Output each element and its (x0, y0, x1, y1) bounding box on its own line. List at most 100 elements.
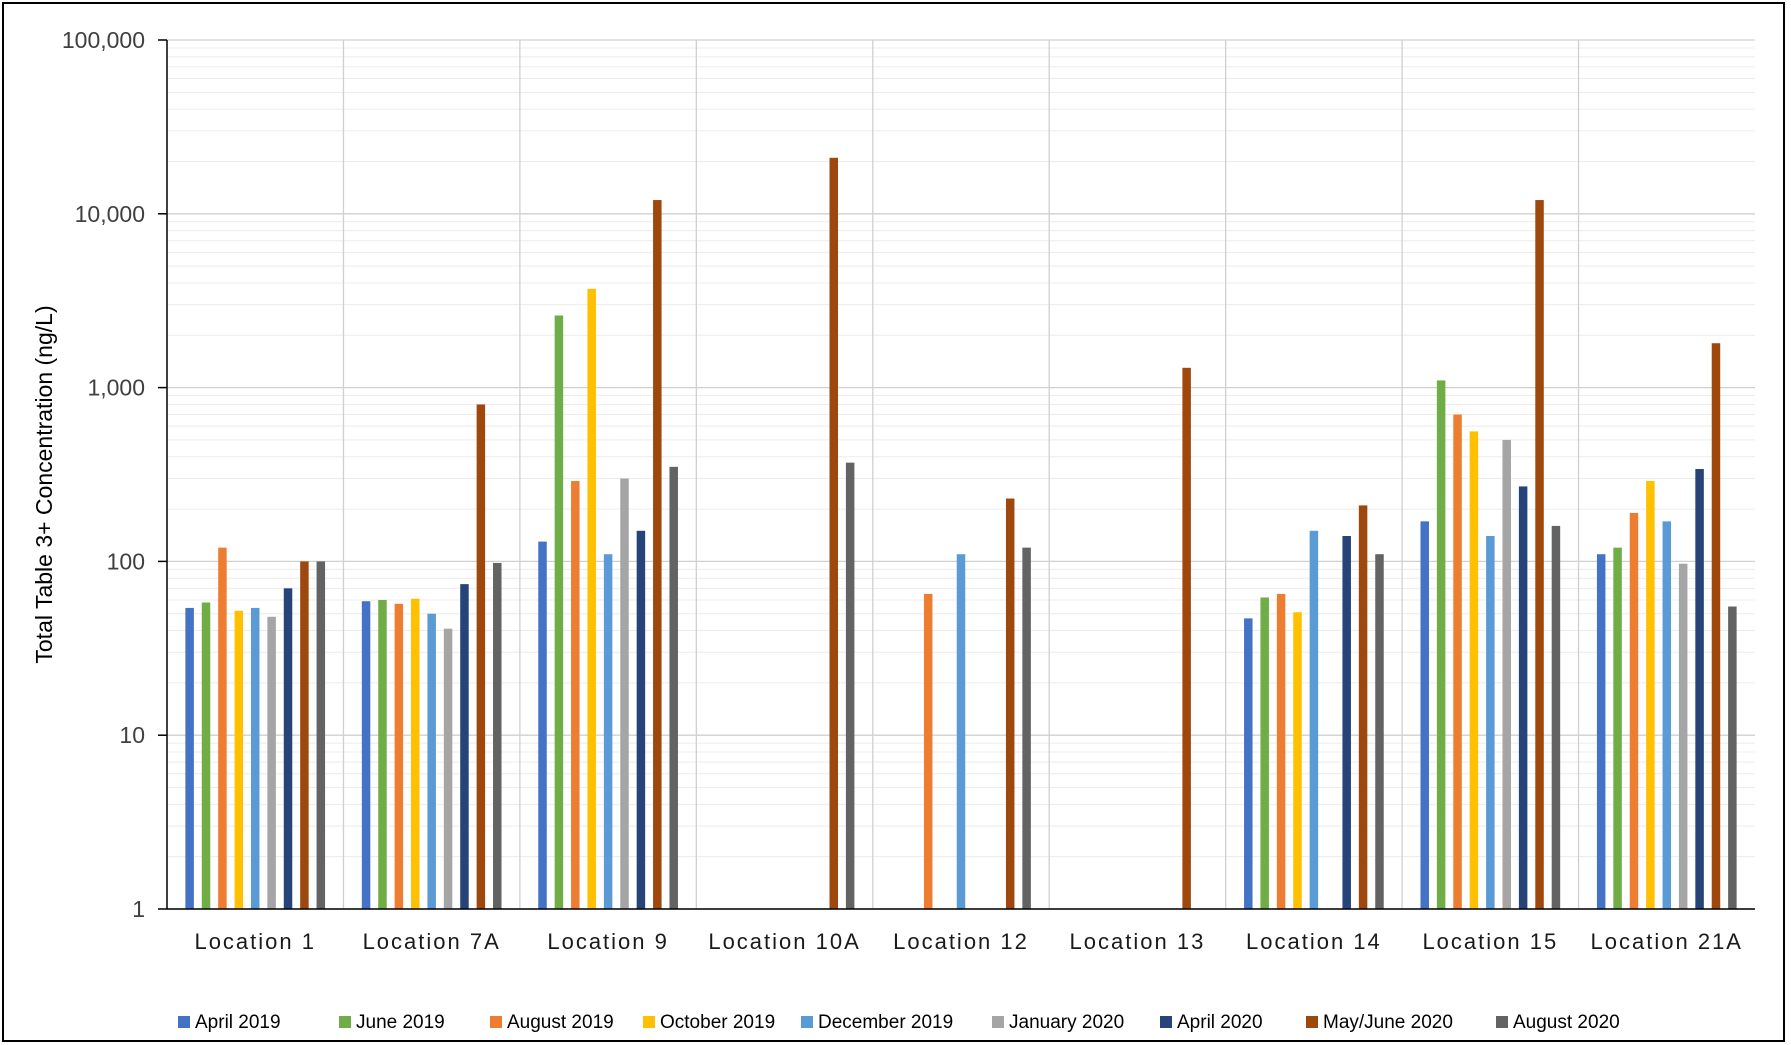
bar (1535, 200, 1544, 909)
bar (571, 481, 580, 909)
bar (1453, 414, 1462, 909)
bar (538, 541, 547, 909)
bar (1244, 618, 1253, 909)
bar (1596, 554, 1606, 909)
bar (653, 200, 662, 909)
bar (1276, 593, 1286, 909)
bar (460, 584, 469, 909)
bar (411, 598, 420, 909)
legend-swatch (1496, 1016, 1508, 1028)
bar (1182, 367, 1191, 909)
y-tick-label: 10 (119, 722, 145, 748)
bar (316, 561, 326, 909)
bar (443, 628, 453, 909)
bar (587, 288, 596, 909)
x-tick-label: Location 13 (1070, 929, 1206, 954)
bar (1613, 547, 1622, 909)
bar (1436, 380, 1446, 909)
bar (361, 601, 371, 909)
bar (1420, 521, 1429, 909)
bar (427, 613, 436, 909)
y-tick-label: 100,000 (62, 27, 145, 53)
bar (603, 554, 613, 909)
y-axis-label: Total Table 3+ Concentration (ng/L) (31, 305, 57, 663)
bar (1375, 554, 1384, 909)
x-tick-labels: Location 1 Location 7A Location 9 Location … (194, 929, 1743, 954)
legend-swatch (339, 1016, 351, 1028)
bar (267, 616, 276, 909)
x-tick-label: Location 12 (893, 929, 1029, 954)
bar (1358, 505, 1368, 909)
x-tick-label: Location 10A (708, 929, 860, 954)
bar (1551, 525, 1561, 909)
bar (476, 404, 486, 909)
bar (1309, 530, 1319, 909)
bar (829, 157, 839, 910)
x-tick-label: Location 14 (1246, 929, 1382, 954)
bar (1502, 439, 1511, 909)
bar (1711, 343, 1721, 909)
legend-label: June 2019 (356, 1012, 445, 1033)
legend-label: December 2019 (818, 1012, 953, 1033)
bar (1486, 536, 1495, 909)
bar (1293, 612, 1302, 909)
bar (1342, 536, 1351, 909)
x-tick-label: Location 1 (194, 929, 316, 954)
y-tick-label: 1,000 (87, 375, 145, 401)
bar (1678, 563, 1688, 909)
y-tick-label: 10,000 (75, 201, 145, 227)
bar (636, 530, 646, 909)
bar (283, 588, 293, 909)
bar (1022, 547, 1031, 909)
bar (493, 562, 502, 909)
legend-label: April 2019 (195, 1012, 281, 1033)
legend-swatch (801, 1016, 813, 1028)
legend: April 2019 June 2019 August 2019 October 20… (178, 1012, 1620, 1033)
bar (845, 462, 855, 909)
bars (185, 157, 1737, 910)
legend-swatch (1160, 1016, 1172, 1028)
bar (250, 607, 260, 909)
x-tick-label: Location 21A (1591, 929, 1743, 954)
bar (1728, 606, 1737, 909)
bar (956, 554, 966, 909)
bar (1005, 498, 1015, 909)
bar (669, 466, 678, 909)
legend-label: August 2020 (1513, 1012, 1620, 1033)
legend-label: October 2019 (660, 1012, 775, 1033)
legend-label: January 2020 (1009, 1012, 1124, 1033)
bar (234, 610, 244, 909)
bar (300, 561, 309, 909)
legend-swatch (178, 1016, 190, 1028)
legend-swatch (992, 1016, 1004, 1028)
bar (185, 607, 194, 909)
y-tick-labels: 1 10 100 1,000 10,000 100,000 (62, 27, 145, 922)
legend-label: April 2020 (1177, 1012, 1263, 1033)
axes (158, 39, 1755, 910)
x-tick-label: Location 15 (1422, 929, 1558, 954)
bar (923, 593, 933, 909)
bar (1518, 486, 1528, 909)
legend-swatch (490, 1016, 502, 1028)
y-tick-label: 1 (132, 896, 145, 922)
x-tick-label: Location 7A (363, 929, 501, 954)
legend-label: August 2019 (507, 1012, 614, 1033)
bar (218, 547, 227, 909)
legend-label: May/June 2020 (1323, 1012, 1453, 1033)
bar (620, 478, 629, 909)
bar (1662, 521, 1672, 909)
bar (378, 599, 387, 909)
x-tick-label: Location 9 (547, 929, 669, 954)
bar (1469, 431, 1479, 909)
bar (201, 602, 211, 909)
bar (554, 315, 564, 909)
category-gridlines (342, 40, 1580, 909)
bar (1629, 512, 1639, 909)
bar (1260, 597, 1269, 909)
bar (394, 603, 404, 909)
bar (1695, 469, 1704, 909)
legend-swatch (643, 1016, 655, 1028)
y-tick-label: 100 (107, 548, 145, 574)
bar (1646, 481, 1655, 909)
